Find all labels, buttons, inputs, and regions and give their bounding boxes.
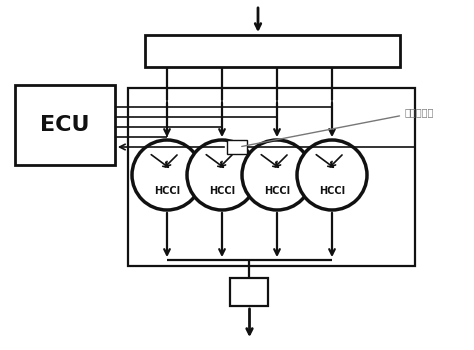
Circle shape bbox=[132, 140, 202, 210]
Circle shape bbox=[297, 140, 367, 210]
Bar bbox=[230, 278, 268, 306]
Text: HCCI: HCCI bbox=[209, 186, 235, 196]
Circle shape bbox=[187, 140, 257, 210]
Text: HCCI: HCCI bbox=[264, 186, 290, 196]
Bar bbox=[145, 35, 400, 67]
Text: ECU: ECU bbox=[40, 115, 90, 135]
Text: HCCI: HCCI bbox=[319, 186, 345, 196]
Bar bbox=[128, 88, 415, 266]
Bar bbox=[227, 140, 247, 154]
Circle shape bbox=[242, 140, 312, 210]
Bar bbox=[15, 85, 115, 165]
Text: HCCI: HCCI bbox=[154, 186, 180, 196]
Text: 爆震传感器: 爆震传感器 bbox=[242, 107, 434, 146]
